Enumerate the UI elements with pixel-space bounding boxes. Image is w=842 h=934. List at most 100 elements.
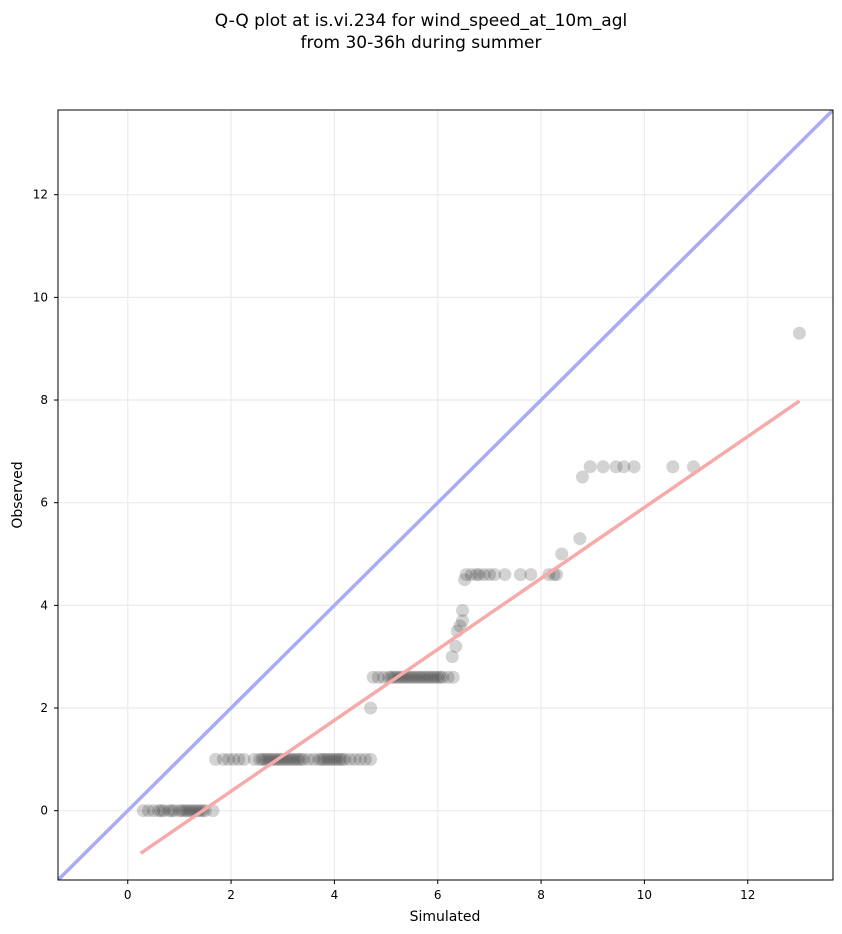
y-tick-label: 8	[40, 393, 48, 407]
data-point	[555, 547, 569, 561]
data-point	[513, 568, 527, 582]
x-tick-label: 10	[637, 888, 652, 902]
data-point	[162, 804, 176, 818]
data-point	[366, 670, 380, 684]
data-area	[58, 110, 833, 880]
data-point	[286, 752, 300, 766]
data-point	[482, 568, 496, 582]
data-point	[320, 752, 334, 766]
chart-title: Q-Q plot at is.vi.234 for wind_speed_at_…	[214, 11, 628, 31]
data-point	[178, 804, 192, 818]
x-tick-label: 8	[537, 888, 545, 902]
y-tick-label: 12	[33, 188, 48, 202]
x-tick-label: 6	[434, 888, 442, 902]
identity-line	[58, 110, 833, 880]
x-tick-label: 0	[124, 888, 132, 902]
y-tick-label: 10	[33, 290, 48, 304]
data-point	[415, 670, 429, 684]
data-point	[617, 460, 631, 474]
data-point	[596, 460, 610, 474]
data-point	[449, 639, 463, 653]
data-point	[358, 752, 372, 766]
x-tick-label: 12	[740, 888, 755, 902]
data-point	[364, 701, 378, 715]
axis-ticks: 0 2 4 6 8 10 12 0 2 4 6 8 10 12	[33, 188, 756, 902]
data-point	[255, 752, 269, 766]
data-point	[402, 670, 416, 684]
data-point	[307, 752, 321, 766]
y-axis-label: Observed	[10, 461, 26, 528]
data-point	[348, 752, 362, 766]
data-point	[294, 752, 308, 766]
data-point	[180, 804, 194, 818]
x-tick-label: 2	[227, 888, 235, 902]
data-point	[405, 670, 419, 684]
data-point	[227, 752, 241, 766]
data-point	[353, 752, 367, 766]
data-point	[258, 752, 272, 766]
data-point	[147, 804, 161, 818]
x-axis-label: Simulated	[410, 909, 481, 925]
fit-line	[139, 399, 801, 855]
data-point	[222, 752, 235, 766]
data-point	[209, 752, 223, 766]
data-point	[488, 568, 502, 582]
data-point	[335, 752, 349, 766]
data-point	[436, 670, 450, 684]
data-point	[327, 752, 341, 766]
data-point	[253, 752, 266, 766]
data-point	[330, 752, 344, 766]
data-point	[459, 568, 473, 582]
data-point	[428, 670, 442, 684]
data-point	[453, 619, 467, 633]
data-point	[666, 460, 680, 474]
data-point	[458, 573, 472, 587]
data-point	[333, 752, 347, 766]
data-point	[456, 604, 470, 617]
data-point	[291, 752, 305, 766]
y-tick-label: 6	[40, 496, 48, 510]
data-point	[446, 670, 460, 684]
data-point	[420, 670, 434, 684]
data-point	[377, 670, 390, 684]
data-point	[232, 752, 246, 766]
data-point	[172, 804, 186, 818]
data-point	[302, 752, 316, 766]
data-point	[573, 532, 587, 546]
data-point	[289, 752, 303, 766]
data-point	[157, 804, 171, 818]
data-point	[152, 804, 166, 818]
data-point	[792, 326, 806, 340]
data-point	[627, 460, 641, 474]
data-point	[371, 670, 385, 684]
data-point	[464, 568, 478, 582]
data-point	[136, 804, 150, 818]
data-point	[237, 752, 251, 766]
data-point	[296, 752, 310, 766]
data-point	[609, 460, 623, 474]
chart-subtitle: from 30-36h during summer	[300, 33, 542, 53]
plot-frame	[57, 109, 834, 881]
data-point	[477, 568, 491, 582]
data-point	[343, 752, 357, 766]
data-point	[247, 752, 261, 766]
data-point	[575, 470, 589, 484]
data-point	[141, 804, 155, 818]
data-point	[433, 670, 447, 684]
data-point	[456, 614, 470, 628]
data-point	[364, 752, 378, 766]
data-point	[175, 804, 189, 818]
data-point	[418, 670, 432, 684]
data-point	[216, 752, 230, 766]
data-point	[431, 670, 445, 684]
data-point	[167, 804, 181, 818]
y-tick-label: 2	[40, 701, 48, 715]
data-point	[423, 670, 437, 684]
data-point	[338, 752, 352, 766]
data-point	[165, 804, 179, 818]
data-point	[470, 568, 483, 582]
data-point	[524, 568, 538, 582]
data-point	[325, 752, 339, 766]
data-point	[413, 670, 427, 684]
